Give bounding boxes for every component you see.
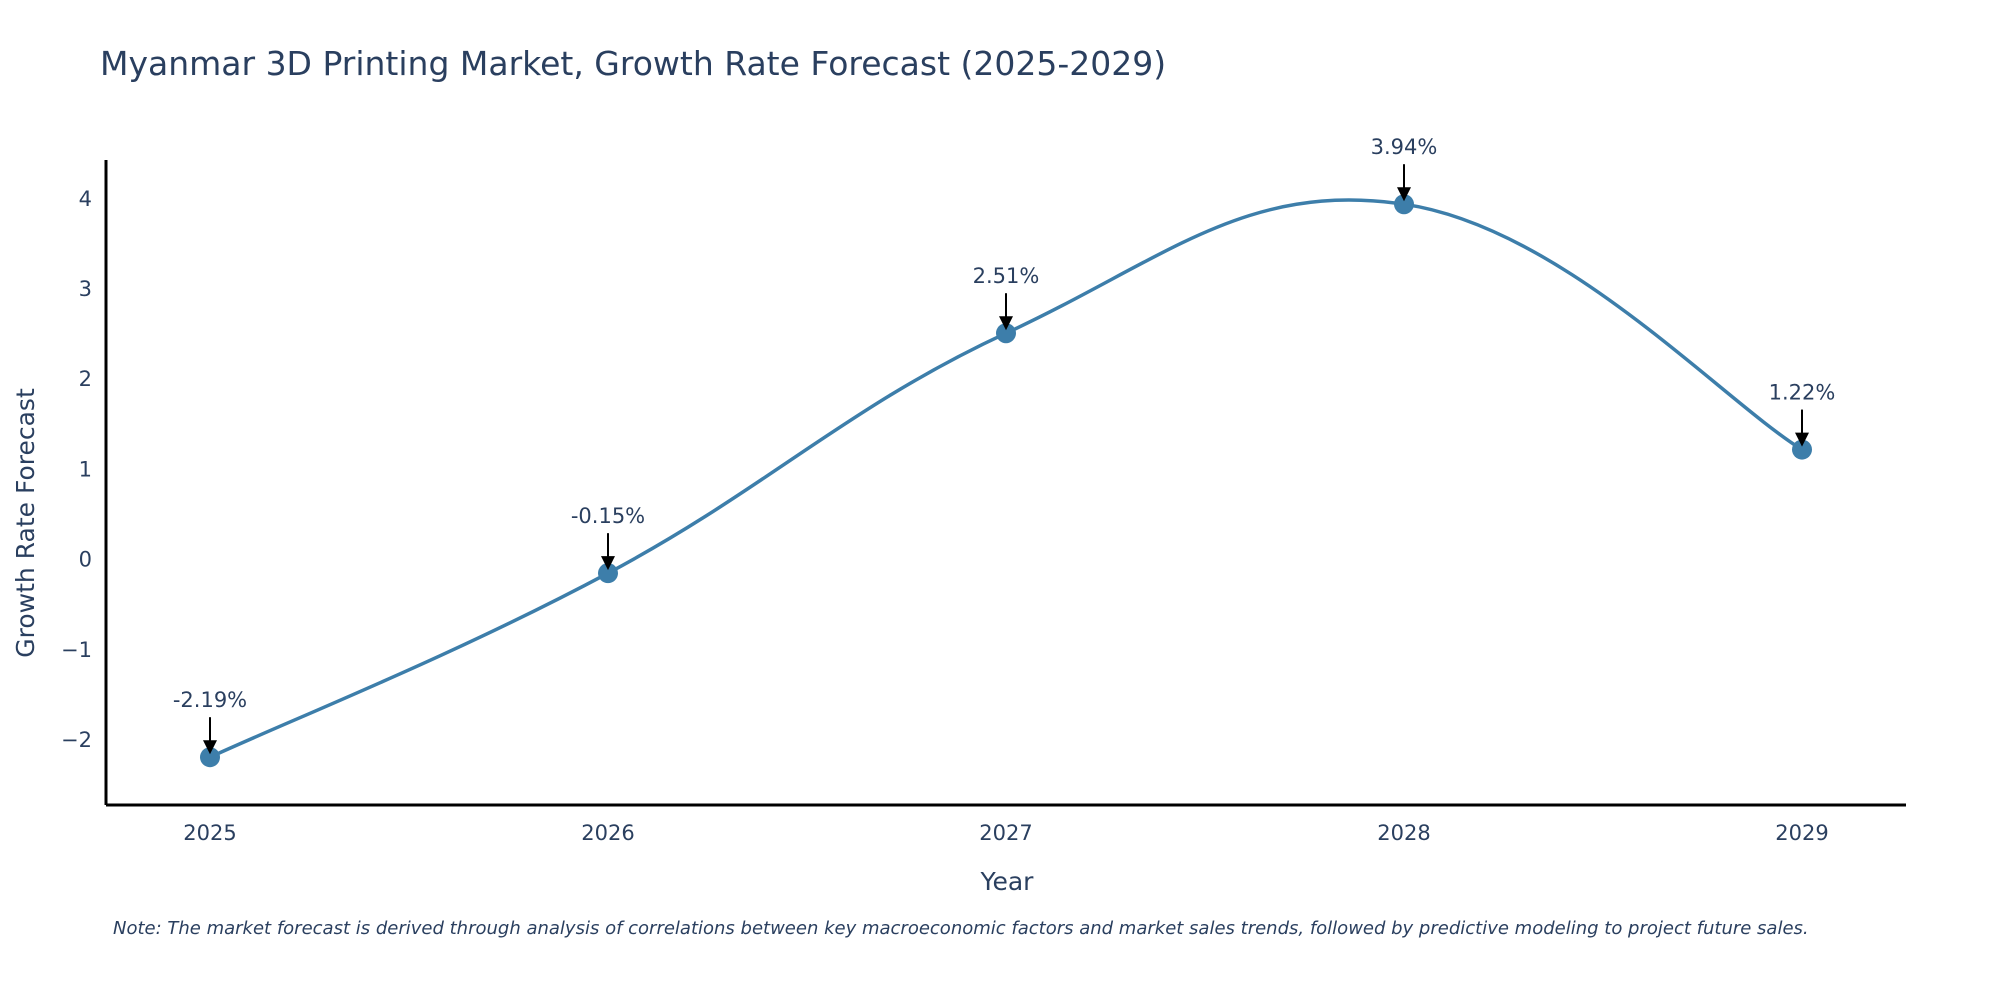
chart-title: Myanmar 3D Printing Market, Growth Rate … <box>100 44 1167 83</box>
data-point <box>1792 439 1812 460</box>
axes <box>104 160 1906 807</box>
data-point <box>1394 194 1414 215</box>
x-tick-label: 2029 <box>1775 821 1828 845</box>
annotation-arrow-head <box>1397 187 1411 202</box>
x-tick-label: 2026 <box>581 821 634 845</box>
annotation-arrow-head <box>203 740 217 755</box>
data-label: 1.22% <box>1769 381 1836 405</box>
data-point <box>200 747 220 768</box>
annotation-arrow-head <box>1795 432 1809 447</box>
y-tick-label: 3 <box>79 277 92 301</box>
y-tick-label: 1 <box>79 457 92 481</box>
y-tick-label: −2 <box>61 728 92 752</box>
annotation-arrow-head <box>999 316 1013 331</box>
y-axis-title: Growth Rate Forecast <box>11 388 40 658</box>
y-tick-label: 4 <box>79 187 92 211</box>
y-tick-label: 2 <box>79 367 92 391</box>
annotation-arrow-head <box>601 556 615 571</box>
y-tick-label: −1 <box>61 638 92 662</box>
y-tick-label: 0 <box>79 548 92 572</box>
x-tick-label: 2025 <box>183 821 236 845</box>
annotations: -2.19% -0.15% 2.51% 3.94% 1.22% <box>173 135 1836 755</box>
footnote: Note: The market forecast is derived thr… <box>113 918 1809 939</box>
data-point <box>996 323 1016 344</box>
x-ticks: 2025 2026 2027 2028 2029 <box>183 821 1828 845</box>
data-label: 3.94% <box>1371 135 1438 159</box>
x-tick-label: 2027 <box>979 821 1032 845</box>
x-axis-title: Year <box>980 867 1035 896</box>
data-label: -2.19% <box>173 688 247 712</box>
y-ticks: −2 −1 0 1 2 3 4 <box>61 187 92 752</box>
data-label: -0.15% <box>571 504 645 528</box>
data-label: 2.51% <box>973 264 1040 288</box>
markers <box>200 194 1812 768</box>
x-tick-label: 2028 <box>1377 821 1430 845</box>
data-point <box>598 563 618 584</box>
